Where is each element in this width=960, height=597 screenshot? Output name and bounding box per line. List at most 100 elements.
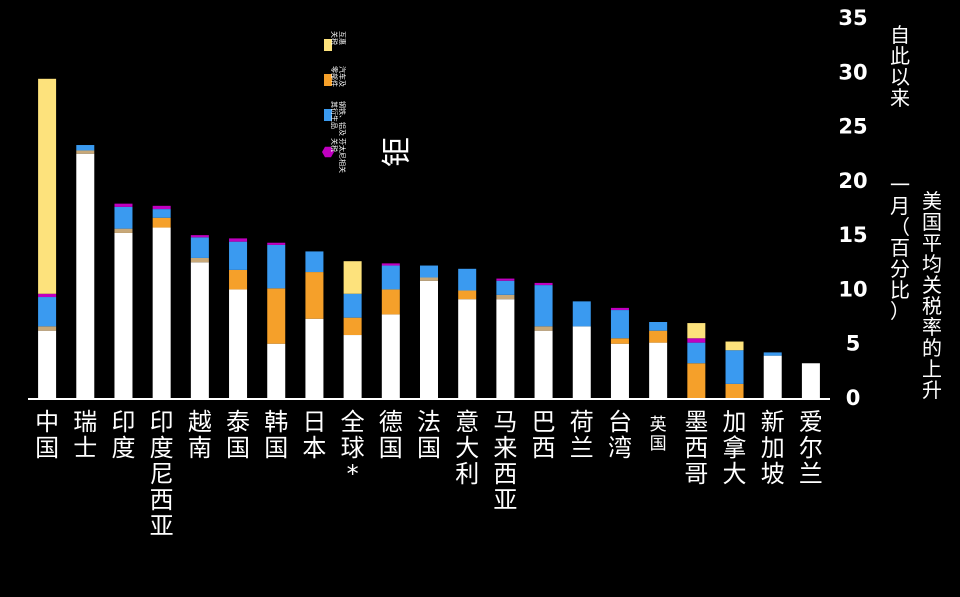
bar-segment (305, 318, 324, 398)
category-label-char: 台 (608, 408, 632, 436)
y-axis-title-char: 分 (890, 257, 910, 281)
bar-segment (267, 244, 286, 289)
y-axis-title-line: 一月（百分比） (890, 173, 910, 323)
bar-segment (649, 330, 668, 343)
legend-swatch (324, 109, 332, 121)
category-label-char: 大 (455, 434, 479, 462)
y-axis-title-char: 的 (922, 336, 942, 360)
category-label: 印度 (111, 408, 135, 462)
bar-segment (763, 355, 782, 398)
bar-segment (534, 282, 553, 286)
bar-segment (496, 280, 515, 295)
category-label-char: 度 (150, 434, 174, 462)
y-axis-title-char: 国 (922, 210, 942, 234)
category-label-char: 西 (684, 434, 708, 462)
category-label-char: 国 (417, 434, 441, 462)
bar-segment (152, 227, 171, 398)
y-axis-title-char: 比 (890, 278, 910, 302)
stray-glyph: 钜 (380, 137, 415, 167)
category-label-char: 度 (111, 434, 135, 462)
bar-segment (458, 290, 477, 300)
bar-segment (114, 232, 133, 398)
y-axis-title-char: 来 (890, 86, 910, 110)
legend-label-line: 汽车及 (338, 66, 347, 87)
bar-segment (343, 293, 362, 318)
legend-label: 互惠关税 (330, 31, 347, 45)
category-label: 爱尔兰 (799, 408, 823, 488)
bar-segment (114, 203, 133, 207)
bar-segment (38, 297, 57, 327)
bar-segment (420, 280, 438, 398)
legend-label-line: 钢铁、铝及 (338, 101, 347, 136)
bar-segment (687, 338, 706, 343)
legend-item: 芬太尼相关关税 (322, 138, 347, 173)
bar-segment (381, 263, 400, 266)
category-label-char: 兰 (570, 434, 594, 462)
bar-segment (152, 209, 171, 218)
category-label-char: * (347, 460, 359, 488)
bar-segment (610, 338, 629, 344)
category-label-char: 中 (35, 408, 59, 436)
y-axis-title-char: 平 (922, 231, 942, 255)
category-label-char: 利 (455, 460, 479, 488)
category-label: 荷兰 (570, 408, 594, 462)
category-label-char: 德 (379, 408, 403, 436)
category-label: 韩国 (264, 408, 288, 462)
legend-label-line: 零部件 (330, 66, 339, 87)
category-label-char: 大 (723, 460, 747, 488)
category-label-char: 加 (723, 408, 747, 436)
category-label-char: 南 (188, 434, 212, 462)
bar-segment (610, 310, 629, 339)
bar-segment (229, 269, 248, 290)
category-label-char: 哥 (684, 460, 708, 488)
bar-segment (38, 326, 57, 331)
bar-segment (534, 285, 553, 327)
y-tick-label: 20 (838, 169, 867, 193)
category-label-char: 全 (341, 408, 365, 436)
category-label-char: 韩 (264, 408, 288, 436)
category-label: 全球* (341, 408, 365, 488)
bar-segment (801, 363, 820, 398)
bar-segment (76, 145, 95, 151)
category-labels: 中国瑞士印度印度尼西亚越南泰国韩国日本全球*德国法国意大利马来西亚巴西荷兰台湾英… (35, 408, 823, 540)
bar-segment (572, 326, 591, 398)
bar-segment (267, 288, 286, 344)
category-label-char: 加 (761, 434, 785, 462)
category-label: 泰国 (226, 408, 250, 462)
category-label-char: 球 (341, 434, 365, 462)
bar-segment (420, 265, 438, 278)
legend-item: 钢铁、铝及其衍生品 (324, 101, 347, 136)
category-label-char: 墨 (684, 408, 708, 436)
bar-segment (38, 293, 57, 298)
bar-segment (114, 206, 133, 229)
category-label-char: 巴 (532, 408, 556, 436)
category-label: 瑞士 (73, 408, 97, 462)
y-tick-label: 30 (838, 60, 867, 84)
legend-swatch (324, 39, 332, 51)
category-label-char: 瑞 (73, 408, 97, 436)
legend-label-line: 其衍生品 (330, 101, 339, 129)
y-tick-label: 10 (838, 277, 867, 301)
bar-segment (190, 237, 209, 258)
y-tick-label: 5 (846, 332, 861, 356)
category-label-char: 来 (493, 434, 517, 462)
category-label-char: 西 (150, 486, 174, 514)
legend-swatch (324, 74, 332, 86)
bar-segment (229, 241, 248, 270)
bar-segment (725, 341, 744, 351)
category-label-char: 国 (379, 434, 403, 462)
y-axis-title-char: 税 (922, 294, 942, 318)
legend-label: 钢铁、铝及其衍生品 (330, 101, 347, 136)
y-axis-title-char: 一 (890, 173, 910, 197)
category-label-char: 越 (188, 408, 212, 436)
bar-segment (458, 268, 477, 291)
category-label-char: 意 (455, 408, 479, 436)
bar-segment (725, 383, 744, 398)
y-tick-label: 35 (838, 6, 867, 30)
y-axis-title-char: ） (890, 299, 910, 323)
legend-label-line: 关税 (330, 138, 339, 152)
bar-segment (229, 289, 248, 398)
